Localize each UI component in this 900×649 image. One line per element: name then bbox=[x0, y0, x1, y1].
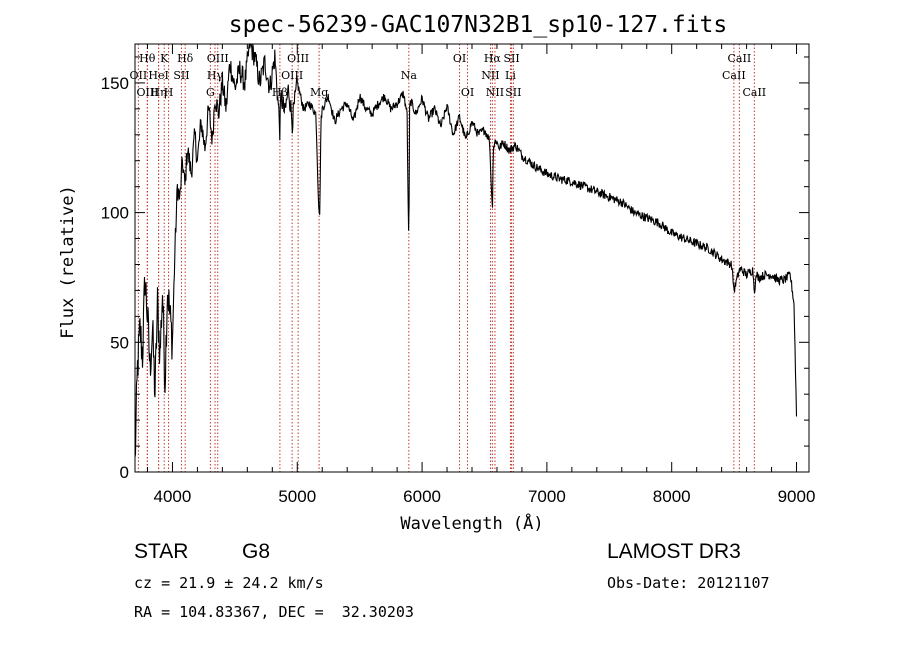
line-label-18: OI bbox=[461, 86, 474, 99]
line-label-27: CaII bbox=[742, 86, 766, 99]
plot-frame bbox=[134, 43, 810, 473]
line-label-5: SII bbox=[173, 69, 189, 82]
x-axis-label: Wavelength (Å) bbox=[400, 512, 543, 534]
x-tick-label-2: 6000 bbox=[403, 487, 441, 506]
x-axis-ticks: 4000 5000 6000 7000 8000 9000 bbox=[146, 44, 816, 506]
line-label-6: OIII bbox=[136, 86, 158, 99]
y-axis-label: Flux (relative) bbox=[58, 185, 78, 339]
observation-date: Obs-Date: 20121107 bbox=[607, 574, 770, 592]
line-label-9: OIII bbox=[207, 52, 229, 65]
survey-name: LAMOST DR3 bbox=[607, 540, 741, 563]
line-label-1: K bbox=[160, 52, 169, 65]
line-label-20: SII bbox=[503, 52, 519, 65]
x-tick-label-0: 4000 bbox=[154, 487, 192, 506]
y-tick-label-2: 100 bbox=[101, 204, 129, 223]
line-label-26: CaII bbox=[722, 69, 746, 82]
line-label-22: Li bbox=[505, 69, 516, 82]
line-label-0: Hθ bbox=[139, 52, 156, 65]
line-label-16: Na bbox=[401, 69, 418, 82]
line-label-10: Hγ bbox=[207, 69, 224, 82]
x-tick-label-5: 9000 bbox=[778, 487, 816, 506]
line-label-15: Mg bbox=[310, 86, 328, 99]
line-label-23: NII bbox=[486, 86, 504, 99]
y-tick-label-0: 0 bbox=[120, 463, 129, 482]
y-axis-ticks: 0 50 100 150 bbox=[101, 56, 809, 482]
object-subclass: G8 bbox=[242, 540, 271, 563]
spectrum-line bbox=[134, 43, 798, 458]
y-tick-label-1: 50 bbox=[110, 333, 129, 352]
x-tick-label-4: 8000 bbox=[653, 487, 691, 506]
line-label-11: G bbox=[206, 86, 215, 99]
coordinates: RA = 104.83367, DEC = 32.30203 bbox=[134, 603, 414, 621]
x-tick-label-3: 7000 bbox=[528, 487, 566, 506]
line-label-24: SII bbox=[505, 86, 521, 99]
line-label-8: H bbox=[164, 86, 174, 99]
y-tick-label-3: 150 bbox=[101, 74, 129, 93]
line-label-13: OIII bbox=[281, 69, 303, 82]
x-tick-label-1: 5000 bbox=[278, 487, 316, 506]
line-label-4: HeI bbox=[148, 69, 168, 82]
line-label-7: Hη bbox=[150, 86, 166, 99]
line-label-17: OI bbox=[453, 52, 466, 65]
chart-title: spec-56239-GAC107N32B1_sp10-127.fits bbox=[229, 12, 728, 38]
object-class: STAR bbox=[134, 540, 189, 563]
line-label-3: OII bbox=[130, 69, 148, 82]
line-label-25: CaII bbox=[728, 52, 752, 65]
redshift-velocity: cz = 21.9 ± 24.2 km/s bbox=[134, 574, 324, 592]
line-label-2: Hδ bbox=[177, 52, 194, 65]
line-label-14: Hβ bbox=[272, 86, 288, 99]
line-label-21: NII bbox=[481, 69, 499, 82]
line-label-12: OIII bbox=[287, 52, 309, 65]
line-label-19: Hα bbox=[484, 52, 502, 65]
